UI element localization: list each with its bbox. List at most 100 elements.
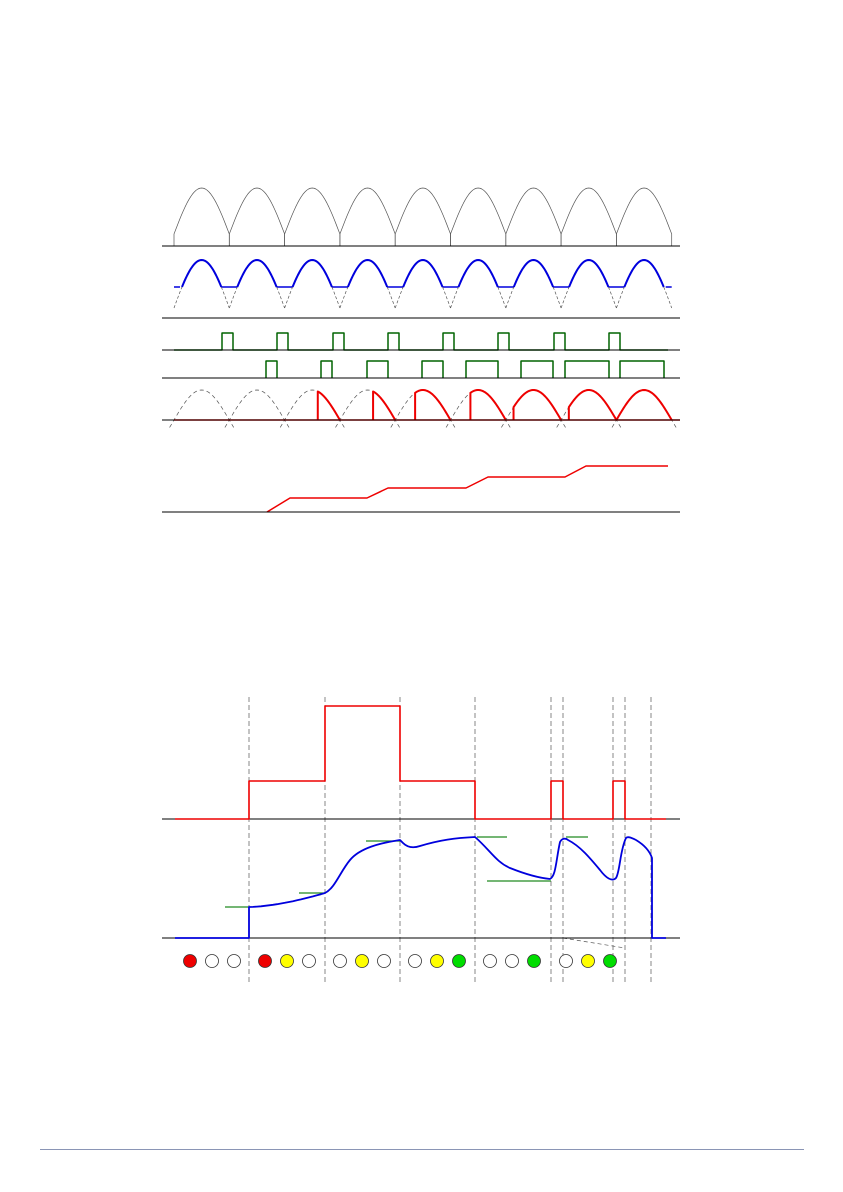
phase-control-diagram	[162, 187, 680, 513]
phase-dashed-tail	[276, 286, 285, 309]
phase-dashed-tail	[450, 286, 459, 309]
reference-halfwave	[505, 187, 562, 246]
phase-boundary-dashes	[248, 697, 652, 983]
gate-pulse-row-1	[174, 332, 668, 351]
voltage-curve	[175, 836, 666, 939]
output-dashed-arc	[224, 389, 290, 428]
led-yellow	[355, 954, 369, 968]
led-red	[258, 954, 272, 968]
ramp-staircase-row	[266, 465, 668, 513]
reference-halfwave	[228, 187, 285, 246]
output-dashed-arc	[445, 389, 511, 428]
phase-dashed-tail	[331, 286, 341, 309]
led-green	[527, 954, 541, 968]
phase-angle-arc	[236, 259, 278, 288]
bottom-axis-lines	[162, 818, 680, 939]
output-dashed-arc	[556, 389, 622, 428]
led-off	[559, 954, 573, 968]
phase-dashed-tail	[442, 286, 451, 309]
reference-halfwave	[450, 187, 507, 246]
phase-angle-arc	[512, 259, 555, 288]
gate-pulse	[421, 360, 444, 378]
reference-halfwave-row	[173, 187, 673, 246]
phase-dashed-tail	[284, 286, 293, 309]
led-yellow	[280, 954, 294, 968]
phase-angle-row	[173, 259, 673, 309]
phase-angle-arc	[623, 259, 665, 288]
led-off	[483, 954, 497, 968]
phase-dashed-tail	[221, 286, 230, 309]
gate-pulse	[265, 360, 278, 378]
phase-dashed-tail	[663, 286, 673, 309]
voltage-curve	[175, 836, 666, 939]
gate-pulse	[619, 360, 665, 378]
phase-dashed-tail	[173, 286, 183, 309]
output-conducted-segment	[512, 389, 562, 421]
gate-pulse	[320, 360, 333, 378]
gate-pulse	[465, 360, 499, 378]
charging-sequence-diagram	[162, 697, 680, 983]
reference-halfwave	[173, 187, 230, 246]
gate-pulse	[366, 360, 389, 378]
phase-dashed-tail	[394, 286, 404, 309]
output-conducted-segment	[567, 389, 618, 421]
phase-angle-arc	[346, 259, 389, 288]
output-conducted-segment	[469, 389, 507, 421]
phase-dashed-tail	[560, 286, 570, 309]
phase-angle-arc	[457, 259, 499, 288]
output-dashed-arc	[335, 389, 400, 428]
output-dashed-arc	[390, 389, 456, 428]
phase-dashed-tail	[616, 286, 625, 309]
power-step-trace	[175, 705, 666, 820]
led-off	[227, 954, 241, 968]
gate-pulse	[564, 360, 610, 378]
phase-angle-arc	[291, 259, 333, 288]
phase-dashed-tail	[386, 286, 396, 309]
output-conducted-segment	[414, 389, 452, 421]
output-conducted-segment	[615, 389, 673, 421]
gate-pulse-row-2	[265, 360, 665, 378]
phase-dashed-tail	[497, 286, 507, 309]
led-off	[505, 954, 519, 968]
led-off	[377, 954, 391, 968]
gate-pulse	[520, 360, 554, 378]
led-off	[408, 954, 422, 968]
phase-angle-arc	[181, 259, 223, 288]
reference-halfwave	[394, 187, 451, 246]
row-separator-lines	[162, 245, 680, 513]
phase-angle-arc	[568, 259, 610, 288]
phase-dashed-tail	[228, 286, 238, 309]
phase-boundary	[562, 937, 626, 949]
phase-dashed-tail	[505, 286, 515, 309]
gate-pulse-train-1	[174, 332, 668, 351]
phase-dashed-tail	[339, 286, 349, 309]
phase-dashed-tail	[608, 286, 617, 309]
led-off	[302, 954, 316, 968]
reference-halfwave	[284, 187, 341, 246]
ramp-staircase	[266, 465, 668, 513]
reference-halfwave	[560, 187, 617, 246]
led-off	[333, 954, 347, 968]
output-conducted-segment	[372, 390, 397, 421]
output-dashed-arc	[501, 389, 566, 428]
output-waveform-row	[169, 389, 680, 428]
led-green	[452, 954, 466, 968]
phase-angle-arc	[402, 259, 444, 288]
led-red	[183, 954, 197, 968]
output-dashed-arc	[611, 389, 677, 428]
output-conducted-segment	[316, 390, 341, 421]
led-green	[603, 954, 617, 968]
led-indicator-row	[183, 954, 617, 968]
led-yellow	[430, 954, 444, 968]
reference-halfwave	[616, 187, 673, 246]
output-dashed-arc	[279, 389, 345, 428]
reference-halfwave	[339, 187, 396, 246]
output-dashed-arc	[169, 389, 235, 428]
threshold-markers	[225, 836, 588, 908]
phase-dashed-tail	[552, 286, 562, 309]
led-off	[205, 954, 219, 968]
footer-divider	[40, 1149, 804, 1150]
led-yellow	[581, 954, 595, 968]
